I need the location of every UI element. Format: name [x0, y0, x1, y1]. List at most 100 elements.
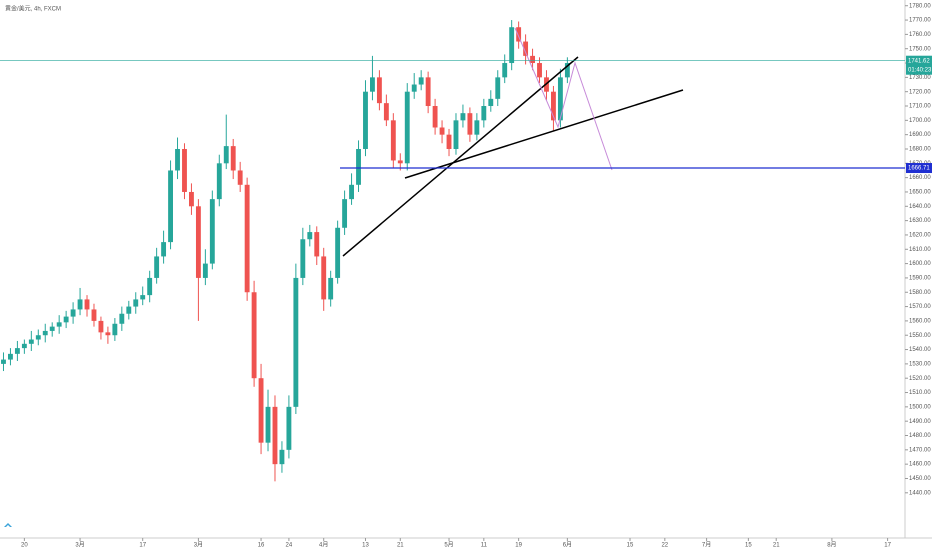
candle-body: [70, 309, 76, 317]
plot: [1, 20, 570, 482]
y-tick-label: 1480.00: [909, 433, 931, 439]
candle-body: [446, 134, 452, 149]
x-tick-label: 13: [362, 543, 369, 549]
candle-body: [77, 299, 83, 310]
y-tick-label: 1630.00: [909, 218, 931, 224]
y-tick-label: 1590.00: [909, 275, 931, 281]
candle-body: [390, 120, 396, 161]
candle-body: [154, 256, 160, 278]
candle-body: [265, 406, 271, 443]
candle-body: [63, 316, 69, 323]
x-tick-label: 3月: [194, 542, 203, 549]
candle-body: [432, 106, 438, 128]
candle-body: [35, 335, 41, 340]
y-tick-label: 1560.00: [909, 318, 931, 324]
y-tick-label: 1510.00: [909, 390, 931, 396]
candle-body: [112, 323, 118, 336]
logo: [4, 523, 12, 527]
candle-body: [356, 148, 361, 185]
candle-body: [272, 406, 278, 465]
y-tick-label: 1650.00: [909, 190, 931, 196]
candle-body: [370, 77, 375, 92]
y-tick-label: 1620.00: [909, 233, 931, 239]
y-tick-label: 1540.00: [909, 347, 931, 353]
y-tick-label: 1640.00: [909, 204, 931, 210]
candle-body: [119, 313, 125, 324]
y-tick-label: 1490.00: [909, 419, 931, 425]
x-tick-label: 6月: [563, 542, 572, 549]
candle-body: [140, 295, 146, 300]
candle-body: [244, 184, 250, 293]
candle-body: [523, 41, 529, 56]
candle-body: [251, 292, 257, 379]
x-tick-label: 24: [286, 543, 293, 549]
x-tick-label: 15: [745, 543, 752, 549]
candle-body: [321, 256, 327, 300]
y-tick-label: 1450.00: [909, 476, 931, 482]
x-tick-label: 3月: [75, 542, 84, 549]
x-tick-label: 8月: [827, 542, 836, 549]
y-tick-label: 1680.00: [909, 147, 931, 153]
y-tick-label: 1580.00: [909, 290, 931, 296]
x-tick-label: 19: [515, 543, 522, 549]
candle-body: [314, 232, 320, 257]
candle-body: [133, 299, 139, 307]
y-tick-label: 1500.00: [909, 404, 931, 410]
candle-body: [397, 160, 403, 164]
candle-body: [502, 63, 508, 78]
candle-body: [349, 184, 354, 200]
candle-body: [509, 27, 515, 64]
candle-body: [481, 106, 487, 121]
x-tick-label: 16: [258, 543, 265, 549]
candle-body: [8, 353, 13, 360]
y-tick-label: 1710.00: [909, 104, 931, 110]
candle-body: [202, 263, 208, 278]
x-tick-label: 21: [397, 543, 404, 549]
y-tick-label: 1610.00: [909, 247, 931, 253]
candle-body: [279, 449, 285, 465]
last-price-label: 1741.62: [908, 58, 930, 64]
candle-body: [223, 146, 229, 164]
y-tick-label: 1600.00: [909, 261, 931, 267]
candle-body: [335, 227, 341, 278]
trend-line[interactable]: [404, 89, 684, 179]
y-tick-label: 1780.00: [909, 3, 931, 9]
candle-body: [383, 103, 389, 121]
candle-body: [230, 146, 236, 171]
y-tick-label: 1750.00: [909, 46, 931, 52]
y-tick-label: 1530.00: [909, 361, 931, 367]
candle-body: [307, 232, 313, 240]
candle-body: [411, 84, 417, 92]
projection-path[interactable]: [514, 27, 613, 171]
x-tick-label: 22: [661, 543, 668, 549]
candle-body: [126, 306, 132, 314]
y-tick-label: 1520.00: [909, 376, 931, 382]
last-price-box: [906, 55, 932, 75]
candle-body: [328, 277, 334, 300]
candle-body: [209, 199, 215, 264]
candle-body: [49, 326, 55, 331]
candle-body: [175, 148, 180, 171]
candle-body: [98, 320, 104, 333]
y-tick-label: 1660.00: [909, 175, 931, 181]
candle-body: [537, 63, 542, 78]
candle-body: [460, 113, 466, 121]
candle-body: [516, 27, 522, 42]
candle-body: [439, 127, 445, 135]
candle-body: [182, 148, 187, 192]
y-tick-label: 1730.00: [909, 75, 931, 81]
trend-line[interactable]: [342, 56, 579, 257]
candle-body: [161, 242, 167, 257]
candle-body: [189, 191, 194, 207]
candle-body: [425, 77, 431, 107]
candle-body: [258, 378, 264, 443]
candle-body: [28, 339, 34, 344]
candle-body: [293, 277, 299, 407]
countdown-label: 01:40:23: [908, 67, 932, 73]
y-tick-label: 1570.00: [909, 304, 931, 310]
candle-body: [488, 98, 494, 107]
candle-body: [342, 199, 348, 228]
x-tick-label: 4月: [319, 542, 328, 549]
candle-body: [404, 91, 410, 164]
y-tick-label: 1770.00: [909, 18, 931, 24]
